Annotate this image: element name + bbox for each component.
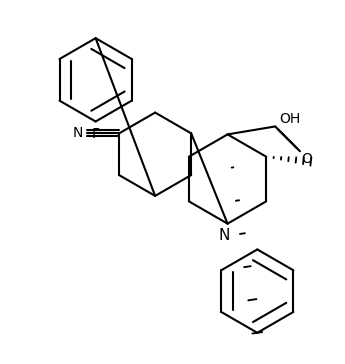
- Text: O: O: [301, 152, 312, 166]
- Text: N: N: [73, 126, 83, 141]
- Text: OH: OH: [279, 111, 300, 126]
- Text: F: F: [92, 127, 100, 142]
- Text: N: N: [219, 228, 230, 243]
